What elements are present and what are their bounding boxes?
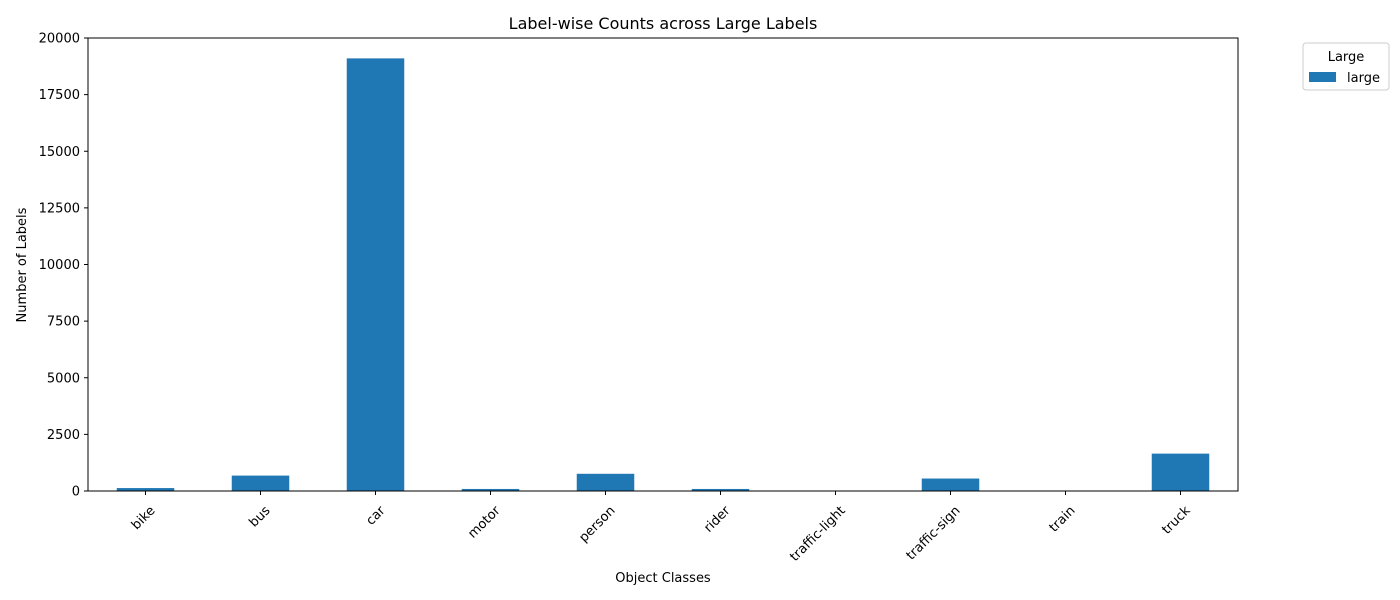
- bar-truck: [1151, 453, 1210, 491]
- bar-motor: [461, 488, 520, 491]
- y-tick-label: 5000: [47, 371, 80, 386]
- legend-swatch: [1309, 72, 1336, 82]
- y-axis-label: Number of Labels: [15, 207, 30, 322]
- bar-bus: [231, 475, 290, 491]
- x-tick-label: rider: [701, 503, 734, 536]
- legend-entry-label: large: [1347, 71, 1380, 86]
- x-tick-label: bus: [246, 503, 273, 530]
- y-tick-label: 17500: [39, 88, 80, 103]
- y-tick-label: 15000: [39, 145, 80, 160]
- y-tick-label: 0: [72, 485, 80, 500]
- bar-person: [576, 473, 635, 491]
- x-ticks: bike bus car motor person rider traffic-light t…: [129, 491, 1194, 565]
- y-tick-label: 12500: [39, 201, 80, 216]
- y-ticks: 0 2500 5000 7500 10000 12500 15000 17500 20000: [39, 32, 88, 500]
- legend: Large large: [1302, 42, 1390, 91]
- x-tick-label: motor: [465, 503, 504, 542]
- bar-rider: [691, 488, 750, 491]
- x-tick-label: traffic-light: [787, 503, 848, 564]
- x-tick-label: person: [576, 503, 618, 545]
- x-tick-label: car: [363, 503, 389, 529]
- y-tick-label: 2500: [47, 428, 80, 443]
- y-tick-label: 10000: [39, 258, 80, 273]
- x-tick-label: truck: [1159, 503, 1194, 538]
- y-tick-label: 7500: [47, 315, 80, 330]
- y-tick-label: 20000: [39, 32, 80, 47]
- bar-bike: [116, 488, 175, 491]
- chart-title: Label-wise Counts across Large Labels: [509, 14, 818, 33]
- x-tick-label: bike: [129, 503, 159, 533]
- legend-title: Large: [1328, 50, 1365, 65]
- x-tick-label: train: [1047, 503, 1079, 535]
- bar-car: [346, 58, 405, 491]
- bar-traffic-sign: [921, 478, 980, 491]
- bars-layer: [116, 58, 1210, 491]
- plot-frame: [87, 37, 1239, 492]
- x-tick-label: traffic-sign: [904, 503, 964, 563]
- x-axis-label: Object Classes: [615, 571, 711, 586]
